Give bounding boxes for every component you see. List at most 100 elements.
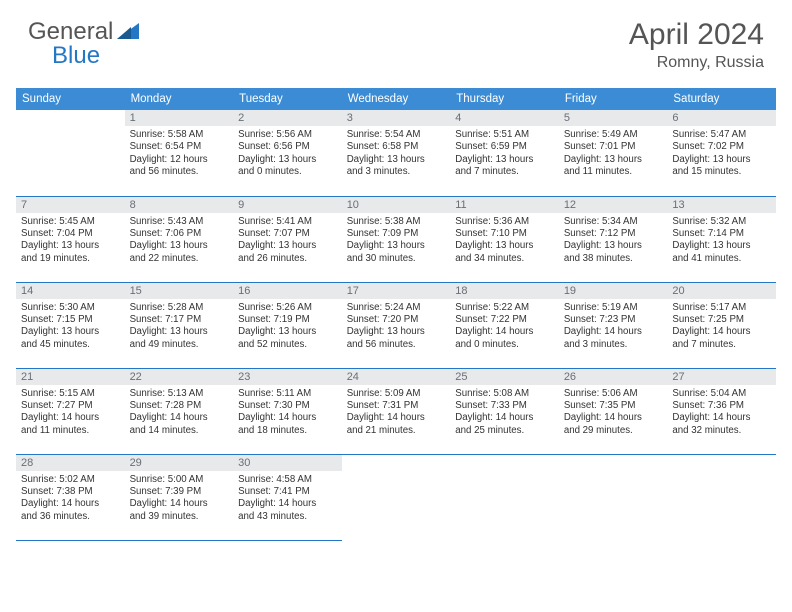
calendar-cell: 7Sunrise: 5:45 AMSunset: 7:04 PMDaylight…: [16, 196, 125, 282]
daylight-text-1: Daylight: 13 hours: [21, 326, 120, 338]
calendar-cell: 19Sunrise: 5:19 AMSunset: 7:23 PMDayligh…: [559, 282, 668, 368]
day-content: Sunrise: 5:08 AMSunset: 7:33 PMDaylight:…: [450, 385, 559, 442]
calendar-row: 28Sunrise: 5:02 AMSunset: 7:38 PMDayligh…: [16, 454, 776, 540]
daylight-text-2: and 7 minutes.: [672, 339, 771, 351]
sunrise-text: Sunrise: 4:58 AM: [238, 474, 337, 486]
calendar-cell: 26Sunrise: 5:06 AMSunset: 7:35 PMDayligh…: [559, 368, 668, 454]
calendar-cell: 12Sunrise: 5:34 AMSunset: 7:12 PMDayligh…: [559, 196, 668, 282]
daylight-text-1: Daylight: 12 hours: [130, 154, 229, 166]
daylight-text-2: and 39 minutes.: [130, 511, 229, 523]
calendar-cell: 18Sunrise: 5:22 AMSunset: 7:22 PMDayligh…: [450, 282, 559, 368]
daylight-text-1: Daylight: 13 hours: [347, 240, 446, 252]
calendar-cell: 23Sunrise: 5:11 AMSunset: 7:30 PMDayligh…: [233, 368, 342, 454]
daylight-text-1: Daylight: 13 hours: [130, 240, 229, 252]
weekday-header: Friday: [559, 88, 668, 110]
calendar-cell: 25Sunrise: 5:08 AMSunset: 7:33 PMDayligh…: [450, 368, 559, 454]
calendar-cell: 15Sunrise: 5:28 AMSunset: 7:17 PMDayligh…: [125, 282, 234, 368]
daylight-text-2: and 38 minutes.: [564, 253, 663, 265]
daylight-text-1: Daylight: 14 hours: [672, 412, 771, 424]
day-number: 13: [667, 197, 776, 213]
day-number: 30: [233, 455, 342, 471]
daylight-text-1: Daylight: 14 hours: [238, 412, 337, 424]
logo-triangle-icon: [117, 21, 139, 44]
day-content: Sunrise: 5:17 AMSunset: 7:25 PMDaylight:…: [667, 299, 776, 356]
calendar-cell: 28Sunrise: 5:02 AMSunset: 7:38 PMDayligh…: [16, 454, 125, 540]
daylight-text-2: and 26 minutes.: [238, 253, 337, 265]
sunrise-text: Sunrise: 5:58 AM: [130, 129, 229, 141]
daylight-text-1: Daylight: 14 hours: [130, 412, 229, 424]
day-content: Sunrise: 5:45 AMSunset: 7:04 PMDaylight:…: [16, 213, 125, 270]
daylight-text-1: Daylight: 13 hours: [238, 240, 337, 252]
daylight-text-1: Daylight: 13 hours: [564, 154, 663, 166]
calendar-row: 1Sunrise: 5:58 AMSunset: 6:54 PMDaylight…: [16, 110, 776, 196]
sunset-text: Sunset: 7:36 PM: [672, 400, 771, 412]
daylight-text-2: and 25 minutes.: [455, 425, 554, 437]
day-number: 24: [342, 369, 451, 385]
day-number: 1: [125, 110, 234, 126]
sunrise-text: Sunrise: 5:02 AM: [21, 474, 120, 486]
day-number: 2: [233, 110, 342, 126]
daylight-text-1: Daylight: 13 hours: [672, 154, 771, 166]
daylight-text-2: and 32 minutes.: [672, 425, 771, 437]
daylight-text-2: and 19 minutes.: [21, 253, 120, 265]
daylight-text-1: Daylight: 13 hours: [347, 326, 446, 338]
day-number: 19: [559, 283, 668, 299]
daylight-text-2: and 29 minutes.: [564, 425, 663, 437]
sunrise-text: Sunrise: 5:19 AM: [564, 302, 663, 314]
sunset-text: Sunset: 7:07 PM: [238, 228, 337, 240]
calendar-table: Sunday Monday Tuesday Wednesday Thursday…: [16, 88, 776, 541]
weekday-header: Thursday: [450, 88, 559, 110]
daylight-text-1: Daylight: 14 hours: [347, 412, 446, 424]
calendar-row: 7Sunrise: 5:45 AMSunset: 7:04 PMDaylight…: [16, 196, 776, 282]
day-content: Sunrise: 5:30 AMSunset: 7:15 PMDaylight:…: [16, 299, 125, 356]
day-content: Sunrise: 5:00 AMSunset: 7:39 PMDaylight:…: [125, 471, 234, 528]
daylight-text-1: Daylight: 13 hours: [455, 240, 554, 252]
sunrise-text: Sunrise: 5:15 AM: [21, 388, 120, 400]
sunset-text: Sunset: 7:10 PM: [455, 228, 554, 240]
day-content: Sunrise: 5:36 AMSunset: 7:10 PMDaylight:…: [450, 213, 559, 270]
sunset-text: Sunset: 7:20 PM: [347, 314, 446, 326]
sunset-text: Sunset: 7:33 PM: [455, 400, 554, 412]
day-content: Sunrise: 5:51 AMSunset: 6:59 PMDaylight:…: [450, 126, 559, 183]
calendar-row: 21Sunrise: 5:15 AMSunset: 7:27 PMDayligh…: [16, 368, 776, 454]
daylight-text-2: and 15 minutes.: [672, 166, 771, 178]
header: General Blue April 2024 Romny, Russia: [0, 0, 792, 82]
calendar-cell: 17Sunrise: 5:24 AMSunset: 7:20 PMDayligh…: [342, 282, 451, 368]
calendar-cell: [450, 454, 559, 540]
sunset-text: Sunset: 7:22 PM: [455, 314, 554, 326]
sunset-text: Sunset: 7:27 PM: [21, 400, 120, 412]
day-content: Sunrise: 5:34 AMSunset: 7:12 PMDaylight:…: [559, 213, 668, 270]
day-number: 11: [450, 197, 559, 213]
sunset-text: Sunset: 6:58 PM: [347, 141, 446, 153]
sunset-text: Sunset: 7:38 PM: [21, 486, 120, 498]
sunset-text: Sunset: 7:19 PM: [238, 314, 337, 326]
weekday-header-row: Sunday Monday Tuesday Wednesday Thursday…: [16, 88, 776, 110]
sunrise-text: Sunrise: 5:36 AM: [455, 216, 554, 228]
weekday-header: Sunday: [16, 88, 125, 110]
daylight-text-1: Daylight: 14 hours: [564, 326, 663, 338]
daylight-text-2: and 56 minutes.: [130, 166, 229, 178]
sunrise-text: Sunrise: 5:17 AM: [672, 302, 771, 314]
day-number: 14: [16, 283, 125, 299]
sunset-text: Sunset: 7:15 PM: [21, 314, 120, 326]
daylight-text-1: Daylight: 14 hours: [455, 412, 554, 424]
calendar-cell: 10Sunrise: 5:38 AMSunset: 7:09 PMDayligh…: [342, 196, 451, 282]
daylight-text-2: and 11 minutes.: [564, 166, 663, 178]
day-content: Sunrise: 5:04 AMSunset: 7:36 PMDaylight:…: [667, 385, 776, 442]
sunrise-text: Sunrise: 5:43 AM: [130, 216, 229, 228]
calendar-cell: 11Sunrise: 5:36 AMSunset: 7:10 PMDayligh…: [450, 196, 559, 282]
logo-text-part2: Blue: [52, 42, 100, 70]
calendar-cell: 20Sunrise: 5:17 AMSunset: 7:25 PMDayligh…: [667, 282, 776, 368]
calendar-cell: [667, 454, 776, 540]
sunrise-text: Sunrise: 5:06 AM: [564, 388, 663, 400]
sunrise-text: Sunrise: 5:08 AM: [455, 388, 554, 400]
sunrise-text: Sunrise: 5:09 AM: [347, 388, 446, 400]
day-content: Sunrise: 5:38 AMSunset: 7:09 PMDaylight:…: [342, 213, 451, 270]
calendar-cell: 3Sunrise: 5:54 AMSunset: 6:58 PMDaylight…: [342, 110, 451, 196]
calendar-cell: 27Sunrise: 5:04 AMSunset: 7:36 PMDayligh…: [667, 368, 776, 454]
month-title: April 2024: [629, 18, 764, 52]
day-number: 18: [450, 283, 559, 299]
day-number: 9: [233, 197, 342, 213]
daylight-text-2: and 49 minutes.: [130, 339, 229, 351]
sunrise-text: Sunrise: 5:34 AM: [564, 216, 663, 228]
